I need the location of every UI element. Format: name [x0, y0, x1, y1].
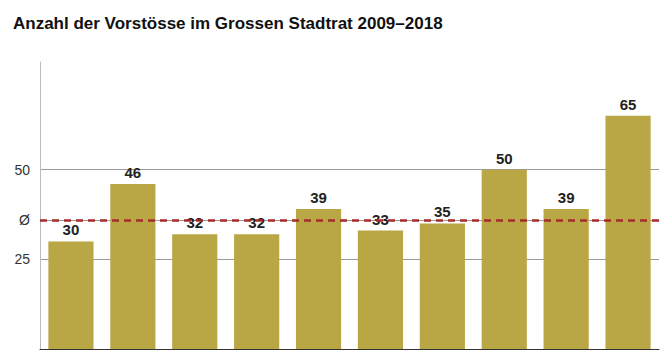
svg-text:Anzahl der Vorstösse im Grosse: Anzahl der Vorstösse im Grossen Stadtrat…	[13, 14, 443, 33]
svg-text:33: 33	[372, 211, 389, 228]
svg-text:25: 25	[14, 251, 30, 267]
svg-text:39: 39	[558, 189, 575, 206]
svg-text:50: 50	[496, 150, 513, 167]
svg-text:30: 30	[63, 221, 80, 238]
svg-text:50: 50	[14, 162, 30, 178]
svg-text:Ø: Ø	[19, 212, 30, 228]
svg-text:46: 46	[125, 164, 142, 181]
svg-text:65: 65	[620, 96, 637, 113]
svg-text:32: 32	[248, 214, 265, 231]
svg-text:35: 35	[434, 203, 451, 220]
svg-text:39: 39	[310, 189, 327, 206]
svg-text:32: 32	[186, 214, 203, 231]
